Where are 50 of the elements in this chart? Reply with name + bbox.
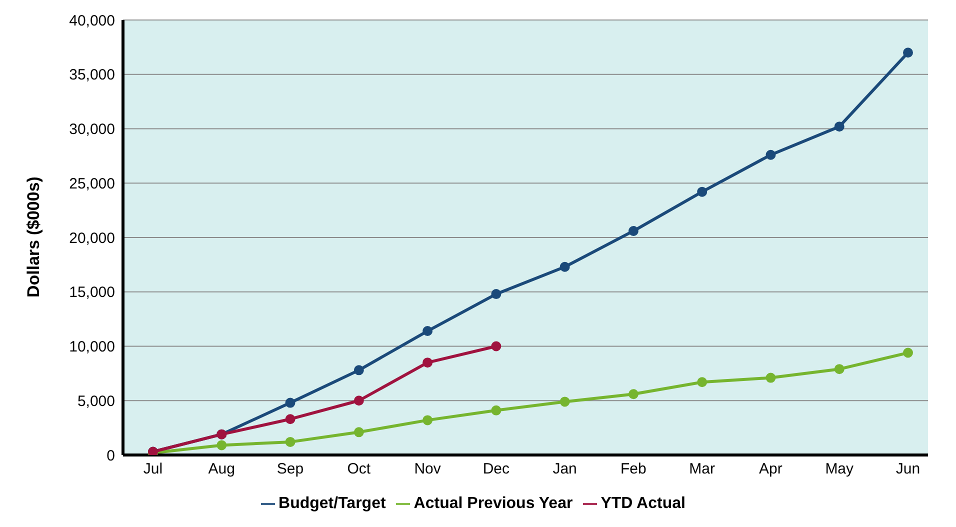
point — [354, 427, 364, 438]
y-axis-title: Dollars ($000s) — [24, 176, 44, 298]
x-tick-label: Aug — [208, 460, 235, 478]
y-tick-label: 30,000 — [69, 121, 115, 138]
point — [491, 289, 502, 300]
y-tick-label: 40,000 — [69, 12, 115, 30]
legend-label: Actual Previous Year — [414, 495, 573, 512]
point — [628, 226, 638, 236]
point — [216, 440, 227, 450]
point — [285, 436, 296, 447]
y-tick-label: 20,000 — [69, 230, 115, 247]
point — [903, 348, 913, 358]
point — [422, 415, 433, 426]
x-tick-label: May — [825, 460, 854, 478]
x-tick-label: Apr — [759, 460, 782, 478]
point — [491, 341, 502, 352]
point — [560, 396, 570, 407]
x-tick-label: Nov — [414, 460, 442, 478]
x-tick-label: Jul — [143, 460, 163, 478]
point — [766, 372, 776, 383]
legend-label: Budget/Target — [278, 495, 386, 512]
point — [285, 414, 296, 424]
point — [491, 405, 502, 416]
x-tick-label: Feb — [620, 460, 646, 478]
point — [422, 358, 433, 368]
x-tick-label: Oct — [347, 460, 372, 478]
y-tick-label: 15,000 — [69, 284, 115, 302]
legend-label: YTD Actual — [600, 495, 686, 512]
point — [354, 365, 364, 376]
point — [834, 122, 844, 132]
y-tick-label: 35,000 — [69, 66, 115, 84]
y-tick-label: 5,000 — [77, 392, 115, 410]
x-tick-label: Jan — [552, 460, 577, 478]
y-tick-label: 25,000 — [69, 175, 115, 192]
y-tick-label: 10,000 — [69, 338, 115, 356]
point — [560, 262, 570, 272]
x-tick-label: Jun — [896, 460, 920, 478]
point — [628, 389, 638, 400]
point — [422, 326, 433, 336]
point — [697, 186, 708, 197]
x-tick-label: Dec — [482, 460, 510, 478]
point — [697, 377, 708, 388]
point — [834, 364, 844, 374]
point — [354, 396, 364, 406]
point — [903, 48, 913, 58]
x-tick-label: Mar — [689, 460, 716, 478]
point — [766, 150, 776, 160]
x-tick-label: Sep — [276, 460, 304, 478]
point — [285, 398, 296, 408]
y-tick-label: 0 — [106, 447, 115, 464]
